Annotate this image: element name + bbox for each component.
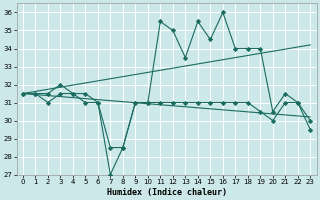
X-axis label: Humidex (Indice chaleur): Humidex (Indice chaleur) [107, 188, 227, 197]
